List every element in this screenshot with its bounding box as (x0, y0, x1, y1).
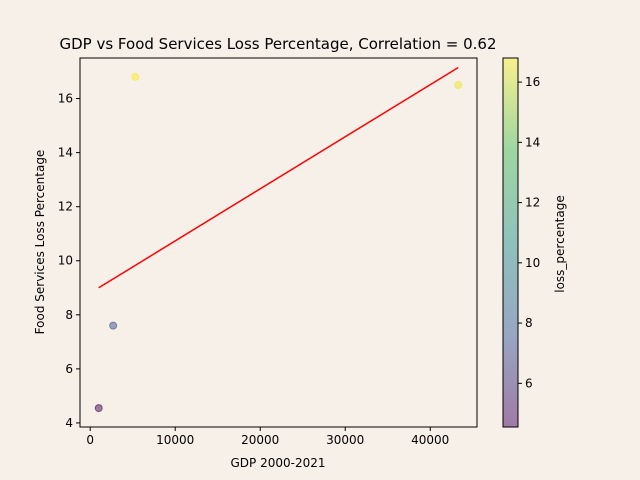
x-tick-label: 0 (86, 433, 94, 447)
colorbar-gradient (503, 58, 518, 427)
y-tick-label: 12 (58, 200, 73, 214)
x-tick-label: 40000 (411, 433, 449, 447)
colorbar-frame (502, 57, 519, 428)
x-axis-ticks: 0 10000 20000 30000 40000 (86, 427, 449, 447)
axes-frame (79, 57, 478, 428)
colorbar-tick-label: 12 (525, 196, 540, 210)
x-tick-label: 20000 (241, 433, 279, 447)
colorbar-label: loss_percentage (553, 195, 567, 293)
data-point (454, 81, 463, 90)
y-axis-label: Food Services Loss Percentage (33, 150, 47, 335)
x-axis-label: GDP 2000-2021 (231, 456, 326, 470)
plot-area: 0 10000 20000 30000 40000 4 6 8 10 12 14 16 (58, 57, 478, 447)
colorbar-tick-label: 14 (525, 135, 540, 149)
colorbar: 6 8 10 12 14 16 loss_percentage (502, 57, 567, 428)
colorbar-ticks: 6 8 10 12 14 16 (518, 75, 540, 390)
trendline (98, 66, 459, 289)
y-tick-label: 14 (58, 146, 73, 160)
data-point (94, 404, 103, 413)
data-point (131, 72, 140, 81)
axes-background (80, 58, 477, 427)
colorbar-tick-label: 8 (525, 316, 533, 330)
colorbar-tick-label: 6 (525, 376, 533, 390)
y-tick-label: 10 (58, 254, 73, 268)
y-axis-ticks: 4 6 8 10 12 14 16 (58, 92, 80, 430)
trendline-group (98, 66, 459, 289)
y-tick-label: 8 (65, 308, 73, 322)
colorbar-tick-label: 10 (525, 256, 540, 270)
x-tick-label: 10000 (156, 433, 194, 447)
x-tick-label: 30000 (326, 433, 364, 447)
y-tick-label: 4 (65, 416, 73, 430)
colorbar-tick-label: 16 (525, 75, 540, 89)
y-tick-label: 6 (65, 362, 73, 376)
chart-title: GDP vs Food Services Loss Percentage, Co… (59, 35, 496, 53)
y-tick-label: 16 (58, 92, 73, 106)
scatter-points (94, 72, 463, 413)
data-point (109, 321, 118, 330)
